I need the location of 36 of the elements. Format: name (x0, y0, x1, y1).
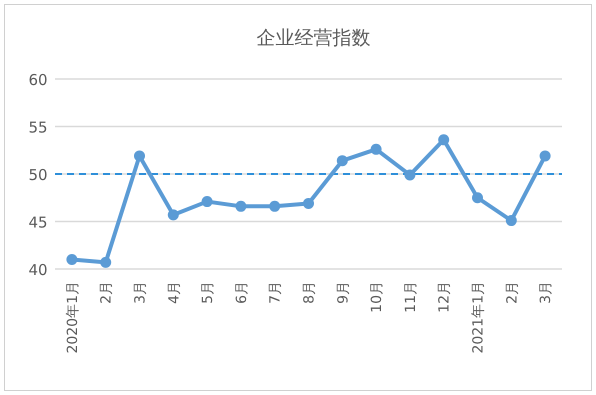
point (269, 200, 280, 212)
point (235, 200, 246, 212)
x-tick-label: 11月 (402, 281, 419, 313)
x-tick-label: 7月 (268, 281, 284, 304)
chart-title: 企业经营指数 (256, 27, 370, 49)
point (134, 150, 145, 162)
point (540, 150, 551, 162)
point (100, 256, 112, 268)
x-tick-label: 2月 (504, 281, 520, 304)
point (472, 192, 483, 204)
point (66, 254, 78, 265)
x-tick-label: 3月 (538, 281, 554, 304)
x-tick-label: 3月 (132, 281, 148, 304)
point (404, 169, 416, 180)
point (202, 196, 213, 208)
point (438, 134, 450, 146)
point (370, 144, 382, 155)
point (336, 155, 348, 166)
x-tick-label: 8月 (302, 281, 318, 304)
point (168, 209, 179, 220)
x-tick-label: 6月 (234, 281, 250, 304)
x-tick-label: 12月 (436, 281, 453, 313)
x-tick-label: 2月 (98, 281, 115, 304)
y-tick-label: 40 (28, 261, 48, 279)
point (506, 215, 517, 226)
point (303, 198, 314, 209)
x-tick-label: 10月 (369, 281, 386, 313)
x-tick-label: 4月 (166, 281, 182, 304)
y-tick-label: 55 (28, 118, 48, 136)
x-tick-label: 2020年1月 (64, 281, 81, 354)
x-tick-label: 2021年1月 (470, 281, 486, 354)
y-tick-label: 45 (28, 214, 48, 232)
y-tick-label: 50 (28, 166, 48, 184)
x-tick-label: 5月 (200, 281, 216, 304)
x-tick-label: 9月 (335, 281, 352, 304)
y-tick-label: 60 (28, 71, 48, 89)
